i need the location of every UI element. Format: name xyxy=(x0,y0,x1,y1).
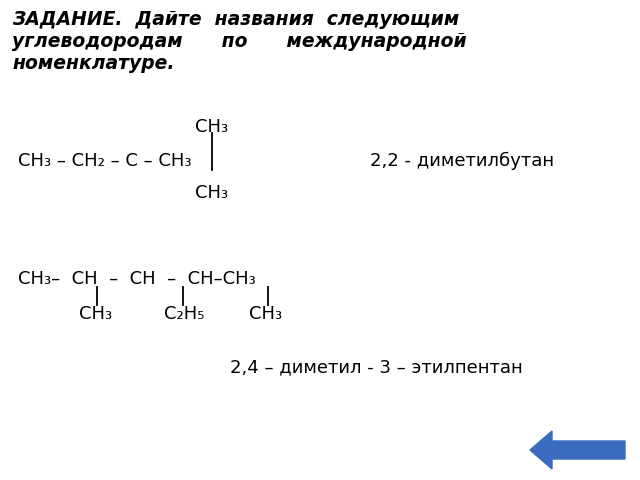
Text: 2,2 - диметилбутан: 2,2 - диметилбутан xyxy=(370,152,554,170)
Text: CH₃: CH₃ xyxy=(79,305,112,323)
Text: CH₃: CH₃ xyxy=(195,184,228,202)
Text: CH₃: CH₃ xyxy=(195,118,228,136)
Text: CH₃ – CH₂ – C – CH₃: CH₃ – CH₂ – C – CH₃ xyxy=(18,152,191,170)
Text: углеводородам      по      международной: углеводородам по международной xyxy=(12,32,467,51)
Polygon shape xyxy=(530,431,625,469)
Text: CH₃–  CH  –  CH  –  CH–CH₃: CH₃– CH – CH – CH–CH₃ xyxy=(18,270,256,288)
Text: C₂H₅: C₂H₅ xyxy=(164,305,204,323)
Text: 2,4 – диметил - 3 – этилпентан: 2,4 – диметил - 3 – этилпентан xyxy=(230,358,523,376)
Text: номенклатуре.: номенклатуре. xyxy=(12,54,175,73)
Text: ЗАДАНИЕ.  Дайте  названия  следующим: ЗАДАНИЕ. Дайте названия следующим xyxy=(12,10,460,29)
Text: CH₃: CH₃ xyxy=(249,305,282,323)
